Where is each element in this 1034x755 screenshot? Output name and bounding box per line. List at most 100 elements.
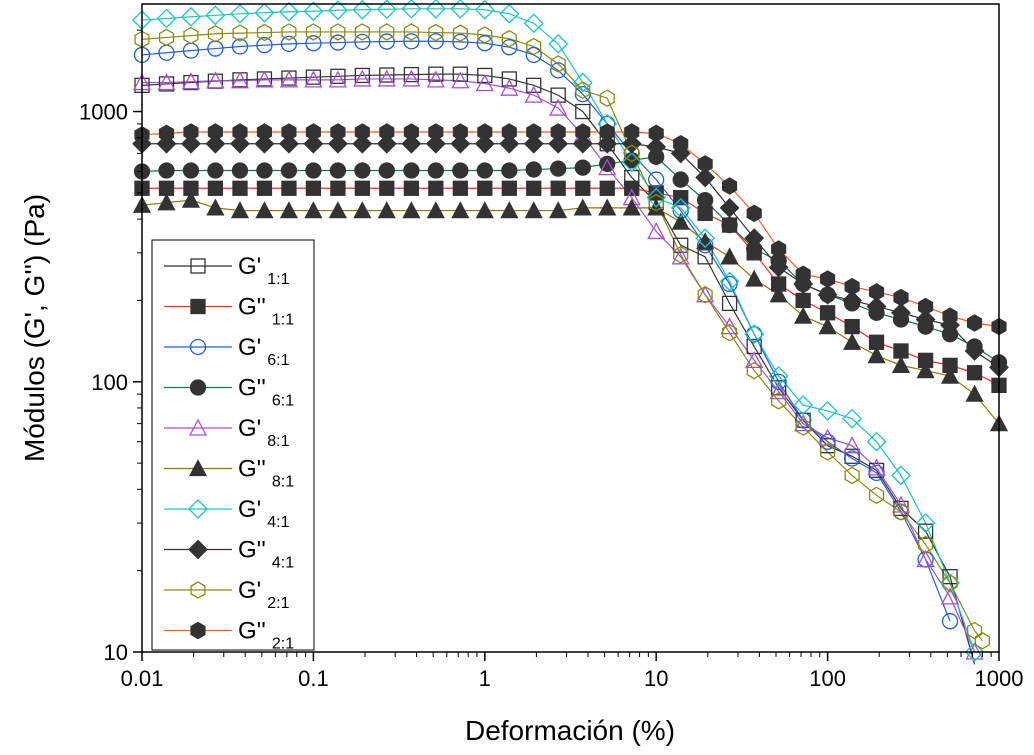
data-point-Gpp-1-1 — [207, 180, 224, 196]
data-point-Gpp-8-1 — [598, 198, 617, 216]
data-point-Gp-6-1 — [476, 35, 493, 52]
data-point-Gp-2-1 — [820, 443, 836, 461]
data-point-Gp-8-1 — [402, 69, 421, 87]
data-point-Gp-6-1 — [231, 38, 249, 55]
legend-marker — [188, 499, 208, 519]
data-point-Gpp-8-1 — [794, 306, 813, 324]
data-point-Gp-2-1 — [844, 466, 860, 485]
legend-entry: G' 8:1 — [238, 415, 290, 450]
data-point-Gpp-6-1 — [305, 162, 322, 179]
data-point-Gpp-8-1 — [255, 201, 274, 219]
data-point-Gpp-2-1 — [918, 297, 934, 316]
data-point-Gpp-6-1 — [574, 159, 591, 176]
legend-entry: G' 4:1 — [238, 496, 290, 531]
data-point-Gpp-8-1 — [622, 198, 641, 216]
data-point-Gpp-6-1 — [476, 162, 493, 179]
data-point-Gp-4-1 — [768, 366, 789, 386]
data-point-Gpp-2-1 — [232, 123, 248, 141]
y-axis-ticks: 10 100 1000 — [79, 29, 142, 665]
legend-entry: G' 1:1 — [238, 253, 290, 288]
data-point-Gpp-8-1 — [696, 232, 715, 250]
data-point-Gpp-6-1 — [231, 162, 249, 179]
data-point-Gpp-8-1 — [402, 201, 421, 219]
data-point-Gpp-4-1 — [425, 133, 446, 154]
data-point-Gp-1-1 — [477, 67, 493, 84]
data-point-Gpp-8-1 — [500, 201, 519, 219]
data-point-Gpp-4-1 — [646, 136, 667, 157]
data-point-Gpp-2-1 — [305, 123, 321, 141]
data-point-Gpp-2-1 — [722, 177, 738, 195]
data-point-Gpp-8-1 — [940, 366, 960, 384]
data-point-Gp-2-1 — [158, 28, 175, 47]
data-point-Gp-8-1 — [230, 71, 250, 89]
data-point-Gpp-2-1 — [354, 123, 370, 141]
data-point-Gp-4-1 — [940, 573, 960, 593]
data-point-Gpp-8-1 — [157, 193, 176, 211]
data-point-Gp-2-1 — [599, 89, 615, 107]
data-point-Gpp-1-1 — [158, 180, 175, 196]
data-point-Gp-6-1 — [305, 35, 322, 52]
data-point-Gpp-4-1 — [181, 133, 201, 154]
data-point-Gpp-2-1 — [966, 314, 983, 332]
data-point-Gpp-2-1 — [477, 123, 493, 141]
data-point-Gp-2-1 — [771, 392, 787, 410]
data-point-Gp-1-1 — [403, 66, 420, 83]
data-point-Gpp-8-1 — [475, 201, 494, 219]
data-point-Gp-2-1 — [648, 193, 664, 212]
data-point-Gpp-2-1 — [158, 124, 175, 143]
data-point-Gp-4-1 — [670, 197, 691, 218]
series-line-Gp-1-1 — [141, 73, 976, 665]
data-point-Gpp-8-1 — [426, 201, 445, 219]
data-point-Gp-4-1 — [719, 271, 740, 292]
data-point-Gpp-6-1 — [721, 216, 738, 234]
data-point-Gp-6-1 — [427, 33, 444, 50]
data-point-Gp-8-1 — [940, 587, 960, 605]
data-point-Gpp-4-1 — [719, 197, 740, 218]
data-point-Gp-4-1 — [254, 2, 275, 23]
data-point-Gp-2-1 — [673, 246, 689, 264]
data-point-Gp-6-1 — [794, 412, 812, 429]
data-point-Gpp-4-1 — [572, 133, 593, 154]
legend-marker — [188, 459, 208, 477]
data-point-Gpp-1-1 — [379, 180, 395, 196]
data-point-Gp-4-1 — [303, 1, 324, 22]
data-point-Gpp-6-1 — [696, 191, 714, 209]
legend-marker — [189, 379, 207, 396]
data-point-Gpp-2-1 — [550, 123, 566, 141]
data-point-Gp-8-1 — [720, 317, 739, 335]
data-point-Gp-2-1 — [974, 632, 990, 650]
data-point-Gpp-4-1 — [279, 133, 299, 154]
data-point-Gpp-1-1 — [844, 318, 860, 335]
data-point-Gp-6-1 — [403, 33, 420, 50]
data-point-Gp-6-1 — [354, 33, 371, 51]
data-point-Gp-2-1 — [183, 26, 199, 45]
plot-frame — [141, 3, 1000, 653]
data-point-Gpp-4-1 — [499, 133, 520, 154]
data-point-Gp-8-1 — [794, 414, 813, 432]
data-point-Gpp-2-1 — [403, 123, 419, 141]
data-point-Gp-6-1 — [501, 39, 518, 56]
legend-marker — [190, 298, 206, 315]
data-point-Gp-6-1 — [941, 613, 959, 630]
data-point-Gp-8-1 — [696, 285, 715, 303]
data-point-Gp-4-1 — [279, 1, 299, 22]
data-point-Gp-2-1 — [795, 418, 811, 436]
data-point-Gp-4-1 — [695, 228, 716, 249]
data-point-Gp-8-1 — [377, 69, 396, 87]
data-point-Gp-1-1 — [526, 77, 542, 93]
data-point-Gpp-4-1 — [230, 133, 250, 154]
data-point-Gpp-6-1 — [378, 162, 395, 179]
data-point-Gpp-6-1 — [256, 162, 273, 179]
data-point-Gp-4-1 — [327, 0, 348, 21]
data-point-Gp-2-1 — [305, 23, 321, 41]
data-point-Gpp-2-1 — [697, 155, 713, 173]
data-point-Gp-8-1 — [818, 428, 837, 446]
data-point-Gp-8-1 — [916, 550, 935, 568]
legend-marker — [190, 258, 206, 274]
data-point-Gpp-8-1 — [279, 201, 299, 219]
data-point-Gp-8-1 — [426, 70, 445, 88]
legend-marker — [188, 418, 208, 436]
data-point-Gpp-4-1 — [523, 133, 544, 154]
data-point-Gpp-4-1 — [866, 296, 887, 317]
data-point-Gp-8-1 — [524, 85, 543, 103]
